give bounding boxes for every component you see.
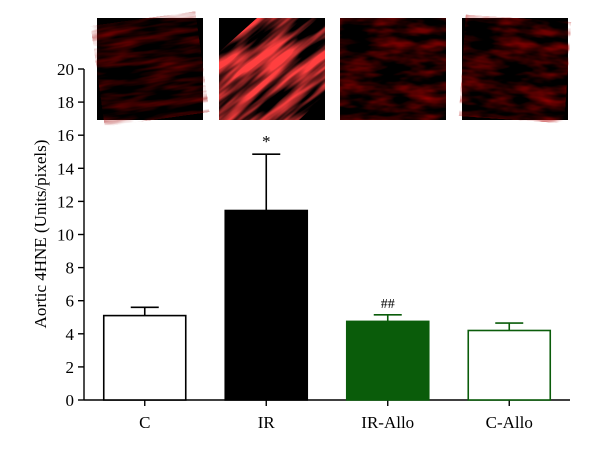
bar	[345, 320, 430, 401]
y-tick-label: 16	[57, 126, 74, 145]
x-tick-label: C-Allo	[486, 413, 533, 432]
micrograph-c-allo	[458, 14, 572, 124]
y-tick-label: 4	[66, 325, 75, 344]
significance-label: *	[262, 132, 271, 151]
y-tick-label: 6	[66, 292, 75, 311]
bar	[224, 209, 309, 401]
y-tick-label: 18	[57, 93, 74, 112]
x-tick-label: IR	[258, 413, 276, 432]
y-tick-label: 8	[66, 259, 75, 278]
micrograph-ir-allo	[340, 18, 446, 120]
micrograph-ir	[219, 18, 325, 120]
significance-label: ##	[381, 297, 395, 312]
y-tick-label: 0	[66, 391, 75, 410]
x-tick-label: IR-Allo	[361, 413, 414, 432]
bar	[102, 314, 187, 401]
y-tick-label: 2	[66, 358, 75, 377]
bar	[467, 329, 552, 401]
y-tick-label: 14	[57, 159, 75, 178]
y-tick-label: 12	[57, 192, 74, 211]
micrograph-c	[90, 11, 210, 127]
y-tick-label: 20	[57, 60, 74, 79]
axes: 0 2 4 6 8 10 12 14 16 18 20 C IR IR-Allo C-Allo	[57, 60, 570, 432]
bars: * ##	[102, 132, 552, 401]
y-axis-title: Aortic 4HNE (Units/pixels)	[31, 140, 50, 329]
x-tick-label: C	[139, 413, 150, 432]
micrograph-insets	[90, 11, 572, 127]
y-tick-label: 10	[57, 226, 74, 245]
